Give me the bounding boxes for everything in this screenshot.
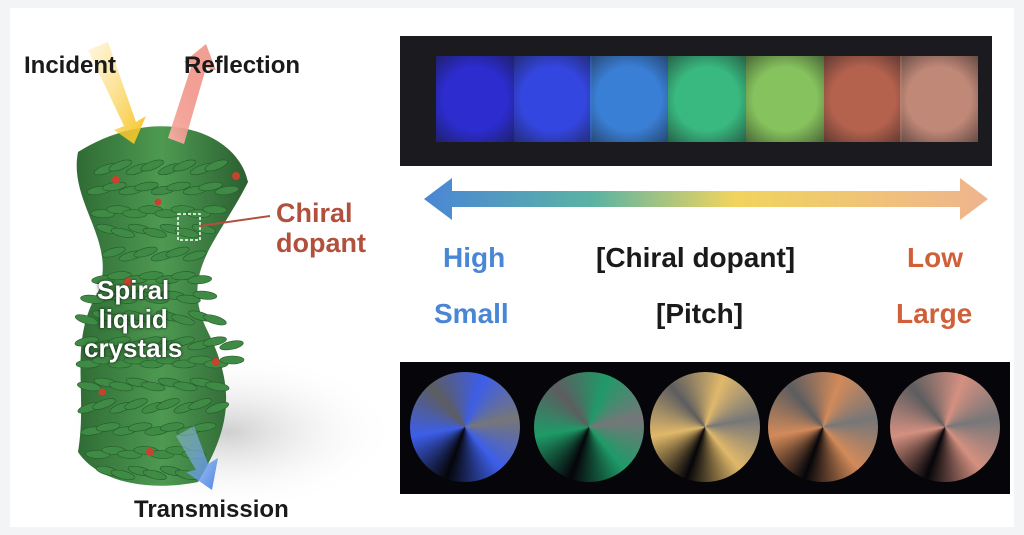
lc-molecule xyxy=(182,250,207,262)
lc-molecule xyxy=(139,271,164,281)
lc-molecule xyxy=(74,336,99,347)
lc-molecule xyxy=(159,422,185,432)
spiral-line2: liquid xyxy=(98,304,168,334)
lc-molecule xyxy=(92,398,116,410)
film-sample xyxy=(436,56,514,142)
lc-molecule xyxy=(188,398,212,410)
transmission-label: Transmission xyxy=(134,496,289,523)
chiral-dopant-marker xyxy=(177,213,201,241)
lc-molecule xyxy=(214,185,240,196)
lc-molecule xyxy=(202,314,227,326)
lc-molecule xyxy=(106,336,131,347)
lc-molecule xyxy=(144,294,169,304)
helix-illustration: Incident Reflection Chiral dopant Spiral… xyxy=(8,12,398,524)
lc-molecule xyxy=(205,402,230,414)
large-label: Large xyxy=(896,298,973,329)
lc-molecule xyxy=(133,246,158,258)
disc-sample xyxy=(890,372,1000,482)
reflection-arrow xyxy=(168,44,216,144)
lc-molecule xyxy=(80,294,105,304)
lc-molecule xyxy=(204,159,228,172)
lc-molecule xyxy=(101,246,126,258)
lc-molecule xyxy=(95,422,121,432)
lc-molecule xyxy=(134,181,159,192)
lc-molecule xyxy=(156,398,180,410)
lc-molecule xyxy=(140,159,164,172)
high-label: High xyxy=(443,242,506,273)
small-label: Small xyxy=(434,298,509,329)
lc-molecule xyxy=(165,246,190,258)
lc-molecule xyxy=(112,294,137,304)
lc-molecule xyxy=(74,314,99,326)
chiral-dopant-axis-label: [Chiral dopant] xyxy=(596,242,796,273)
chiral-dopant-label: Chiral dopant xyxy=(276,198,366,258)
spiral-lc-label: Spiral liquid crystals xyxy=(84,276,182,363)
pitch-axis-label: [Pitch] xyxy=(656,298,744,329)
lc-molecule xyxy=(172,159,196,172)
lc-molecule xyxy=(142,227,167,238)
lc-molecule xyxy=(124,398,148,410)
transmission-arrow xyxy=(176,426,218,490)
low-label: Low xyxy=(907,242,963,273)
disc-sample xyxy=(650,372,760,482)
lc-molecule xyxy=(166,181,191,192)
lc-molecule xyxy=(176,294,201,304)
film-sample xyxy=(746,56,824,142)
film-sample xyxy=(824,56,902,142)
lc-molecule xyxy=(108,159,132,172)
lc-molecule xyxy=(170,314,195,326)
lc-molecule xyxy=(187,275,212,285)
lc-molecule xyxy=(198,181,223,192)
lc-molecule xyxy=(141,381,166,392)
incident-arrow xyxy=(88,42,146,144)
disc-sample xyxy=(410,372,520,482)
lc-molecule xyxy=(219,355,245,365)
spiral-line3: crystals xyxy=(84,333,183,363)
film-sample xyxy=(514,56,592,142)
lc-molecule xyxy=(202,336,227,347)
chiral-dopant-leader xyxy=(199,215,271,227)
reflection-label: Reflection xyxy=(184,52,301,79)
film-sample-strip xyxy=(400,36,992,166)
lc-molecule xyxy=(107,271,132,281)
disc-sample xyxy=(768,372,878,482)
lc-molecule xyxy=(170,336,195,347)
lc-molecule xyxy=(202,205,228,215)
lc-molecule xyxy=(77,381,102,392)
gradient-arrow xyxy=(424,178,988,220)
lc-molecule xyxy=(110,469,135,480)
lc-molecule xyxy=(174,227,199,238)
lc-molecule xyxy=(173,381,198,392)
lc-molecule xyxy=(219,340,244,351)
film-sample xyxy=(590,56,668,142)
film-sample xyxy=(900,56,978,142)
lc-molecule xyxy=(109,381,134,392)
helix-drawing xyxy=(58,42,398,512)
disc-sample-strip xyxy=(400,362,1010,494)
film-sample xyxy=(668,56,746,142)
lc-molecule xyxy=(142,469,167,480)
lc-molecule xyxy=(110,227,135,238)
incident-label: Incident xyxy=(24,52,117,79)
dopant-dots xyxy=(98,172,240,456)
chiral-dopant-line1: Chiral xyxy=(276,198,353,228)
lc-molecule xyxy=(192,290,218,300)
lc-molecule xyxy=(138,336,163,347)
spiral-line1: Spiral xyxy=(97,275,170,305)
disc-sample xyxy=(534,372,644,482)
lc-molecule xyxy=(127,422,153,432)
chiral-dopant-line2: dopant xyxy=(276,228,366,258)
lc-molecule xyxy=(171,271,196,281)
lc-molecule xyxy=(106,314,131,326)
lc-molecule xyxy=(205,381,230,392)
lc-molecule xyxy=(138,314,163,326)
